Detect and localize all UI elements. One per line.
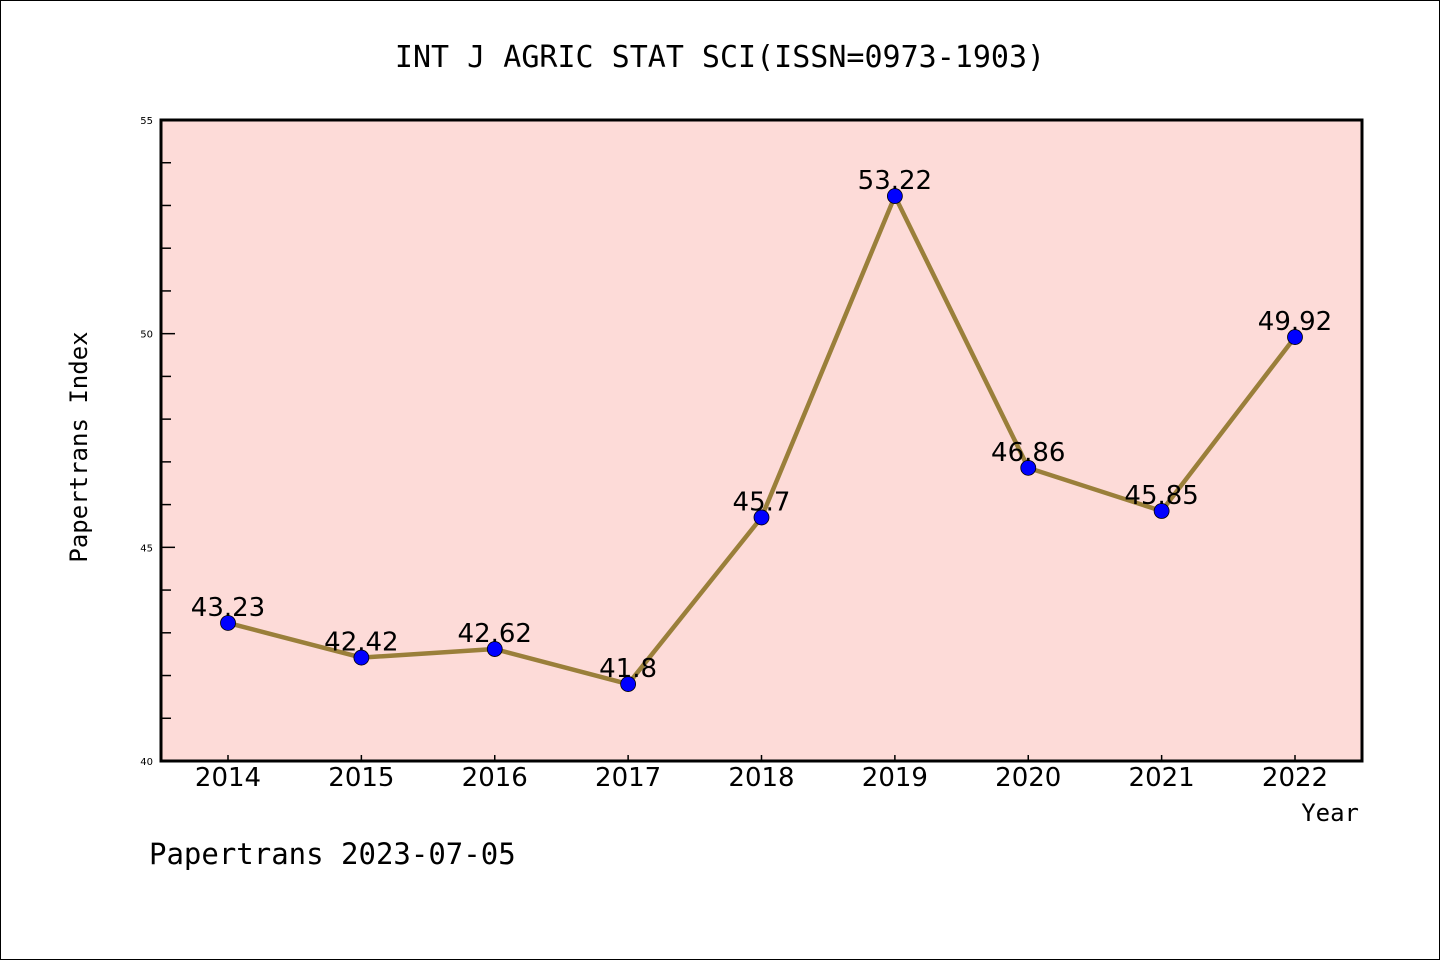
data-label: 42.42 [324, 628, 398, 658]
data-point [220, 615, 236, 631]
data-label: 45.85 [1124, 481, 1198, 511]
data-point [1287, 329, 1303, 345]
data-point [1153, 503, 1170, 519]
x-tick-label: 2022 [1262, 763, 1328, 793]
y-tick-label: 55 [140, 116, 153, 127]
data-point [886, 188, 903, 204]
data-point [353, 649, 370, 666]
x-tick-label: 2016 [462, 763, 528, 793]
y-axis-label: Papertrans Index [65, 331, 93, 562]
x-tick-label: 2020 [995, 763, 1061, 793]
footer-text: Papertrans 2023-07-05 [149, 837, 516, 871]
data-point [486, 641, 503, 657]
plot-area [159, 118, 1364, 763]
x-tick-label: 2018 [728, 763, 794, 793]
data-label: 49.92 [1258, 307, 1332, 337]
x-tick-label: 2021 [1129, 763, 1195, 793]
y-tick-label: 40 [140, 757, 153, 768]
data-label: 42.62 [458, 619, 532, 649]
data-label: 53.22 [858, 166, 932, 196]
x-tick-label: 2017 [595, 763, 661, 793]
x-axis-label: Year [1301, 799, 1359, 827]
data-point [753, 509, 770, 526]
chart-title: INT J AGRIC STAT SCI(ISSN=0973-1903) [395, 40, 1045, 75]
x-tick-label: 2019 [862, 763, 928, 793]
y-tick-label: 50 [140, 330, 153, 341]
data-label: 41.8 [599, 654, 657, 684]
y-tick-label: 45 [140, 543, 153, 554]
x-tick-label: 2015 [328, 763, 394, 793]
x-tick-label: 2014 [195, 763, 261, 793]
data-point [1020, 459, 1037, 476]
data-label: 43.23 [191, 593, 265, 623]
data-label: 45.7 [733, 487, 791, 517]
data-point [620, 676, 637, 692]
data-label: 46.86 [991, 438, 1065, 468]
